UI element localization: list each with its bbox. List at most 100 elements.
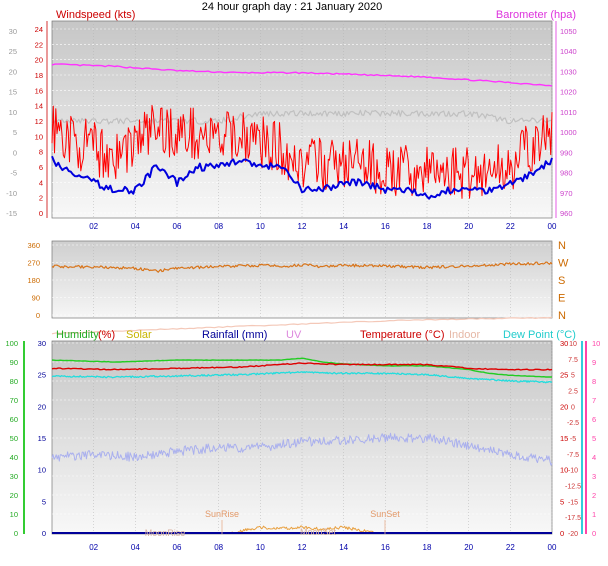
direction-tick-label: 360 xyxy=(27,241,40,250)
temp-c-tick-label: -20 xyxy=(568,531,578,538)
direction-tick-label: 270 xyxy=(27,259,40,268)
humidity-tick-label: 20 xyxy=(10,491,18,500)
temp-scale-tick-label: 10 xyxy=(9,108,17,117)
humidity-tick-label: 10 xyxy=(10,510,18,519)
temp-x-tick-label: 04 xyxy=(131,543,140,552)
uv-tick-label: 5 xyxy=(592,434,596,443)
temp-c-tick-label: -17.5 xyxy=(565,515,581,522)
temp-scale-tick-label: 25 xyxy=(9,47,17,56)
temp-right-tick-label: 15 xyxy=(560,434,568,443)
compass-tick-label: S xyxy=(558,275,565,287)
temp-x-tick-label: 02 xyxy=(89,543,98,552)
humidity-tick-label: 90 xyxy=(10,358,18,367)
temp-right-tick-label: 20 xyxy=(560,402,568,411)
moonrise-label: MoonRise xyxy=(145,528,186,538)
rain-tick-label: 15 xyxy=(38,434,46,443)
baro-tick-label: 960 xyxy=(560,209,573,218)
temp-scale-tick-label: 0 xyxy=(13,148,17,157)
temp-x-tick-label: 22 xyxy=(506,543,515,552)
temp-right-tick-label: 25 xyxy=(560,371,568,380)
indoor-legend: Indoor xyxy=(449,329,481,341)
wind-x-tick-label: 04 xyxy=(131,222,140,231)
uv-tick-label: 10 xyxy=(592,339,600,348)
temp-x-tick-label: 14 xyxy=(339,543,348,552)
temp-c-tick-label: -10 xyxy=(568,468,578,475)
temperature-legend: Temperature (°C) xyxy=(360,329,444,341)
temp-c-tick-label: -5 xyxy=(570,436,576,443)
baro-tick-label: 1050 xyxy=(560,27,577,36)
baro-tick-label: 1030 xyxy=(560,67,577,76)
humidity-tick-label: 30 xyxy=(10,472,18,481)
wind-direction-line xyxy=(51,261,553,273)
temp-scale-tick-label: -5 xyxy=(10,169,17,178)
wind-x-tick-label: 22 xyxy=(506,222,515,231)
windspeed-line xyxy=(51,155,553,200)
compass-tick-label: N xyxy=(558,310,566,322)
wind-tick-label: 6 xyxy=(39,163,43,172)
wind-tick-label: 18 xyxy=(35,71,43,80)
temp-x-tick-label: 08 xyxy=(214,543,223,552)
humidity-tick-label: 100 xyxy=(5,339,18,348)
wind-tick-label: 12 xyxy=(35,117,43,126)
direction-tick-label: 0 xyxy=(36,311,40,320)
humidity-legend: Humidity xyxy=(56,329,99,341)
temp-x-tick-label: 06 xyxy=(173,543,182,552)
baro-tick-label: 980 xyxy=(560,169,573,178)
temp-scale-tick-label: 20 xyxy=(9,67,17,76)
uv-tick-label: 8 xyxy=(592,377,596,386)
barometer-legend: Barometer (hpa) xyxy=(496,9,576,21)
sunrise-label: SunRise xyxy=(205,509,239,519)
rain-tick-label: 20 xyxy=(38,402,46,411)
temp-x-tick-label: 12 xyxy=(298,543,307,552)
temp-right-tick-label: 30 xyxy=(560,339,568,348)
indoor-temp-line xyxy=(51,316,553,335)
wind-tick-label: 8 xyxy=(39,148,43,157)
temp-right-tick-label: 5 xyxy=(560,497,564,506)
temp-x-tick-label: 00 xyxy=(548,543,557,552)
uv-tick-label: 3 xyxy=(592,472,596,481)
humidity-unit-legend: (%) xyxy=(98,329,115,341)
direction-tick-label: 180 xyxy=(27,276,40,285)
wind-tick-label: 14 xyxy=(35,102,43,111)
wind-x-tick-label: 16 xyxy=(381,222,390,231)
wind-tick-label: 10 xyxy=(35,132,43,141)
humidity-tick-label: 0 xyxy=(14,529,18,538)
compass-tick-label: N xyxy=(558,240,566,252)
solar-legend: Solar xyxy=(126,329,152,341)
temp-scale-tick-label: -10 xyxy=(6,189,17,198)
wind-tick-label: 20 xyxy=(35,56,43,65)
temp-x-tick-label: 10 xyxy=(256,543,265,552)
compass-tick-label: E xyxy=(558,293,565,305)
gust-line xyxy=(51,104,553,199)
compass-tick-label: W xyxy=(558,258,569,270)
temp-x-tick-label: 20 xyxy=(464,543,473,552)
temp-c-tick-label: -12.5 xyxy=(565,484,581,491)
uv-tick-label: 9 xyxy=(592,358,596,367)
sunset-label: SunSet xyxy=(370,509,400,519)
temp-c-tick-label: 5 xyxy=(571,373,575,380)
uv-tick-label: 2 xyxy=(592,491,596,500)
solar-line xyxy=(230,525,375,534)
temp-c-tick-label: 0 xyxy=(571,404,575,411)
rain-tick-label: 25 xyxy=(38,371,46,380)
direction-tick-label: 90 xyxy=(32,294,40,303)
rain-tick-label: 30 xyxy=(38,339,46,348)
baro-tick-label: 1010 xyxy=(560,108,577,117)
windspeed-legend: Windspeed (kts) xyxy=(56,9,135,21)
humidity-line xyxy=(51,357,552,378)
page-title: 24 hour graph day : 21 January 2020 xyxy=(202,1,382,13)
wind-tick-label: 24 xyxy=(35,25,43,34)
rain-tick-label: 10 xyxy=(38,466,46,475)
humidity-tick-label: 40 xyxy=(10,453,18,462)
humidity-tick-label: 60 xyxy=(10,415,18,424)
rain-tick-label: 0 xyxy=(42,529,46,538)
baro-tick-label: 1040 xyxy=(560,47,577,56)
wind-tick-label: 2 xyxy=(39,194,43,203)
wind-x-tick-label: 06 xyxy=(173,222,182,231)
wind-x-tick-label: 18 xyxy=(423,222,432,231)
humidity-tick-label: 50 xyxy=(10,434,18,443)
wind-x-tick-label: 10 xyxy=(256,222,265,231)
max-gust-line xyxy=(51,109,553,125)
temp-scale-tick-label: 5 xyxy=(13,128,17,137)
